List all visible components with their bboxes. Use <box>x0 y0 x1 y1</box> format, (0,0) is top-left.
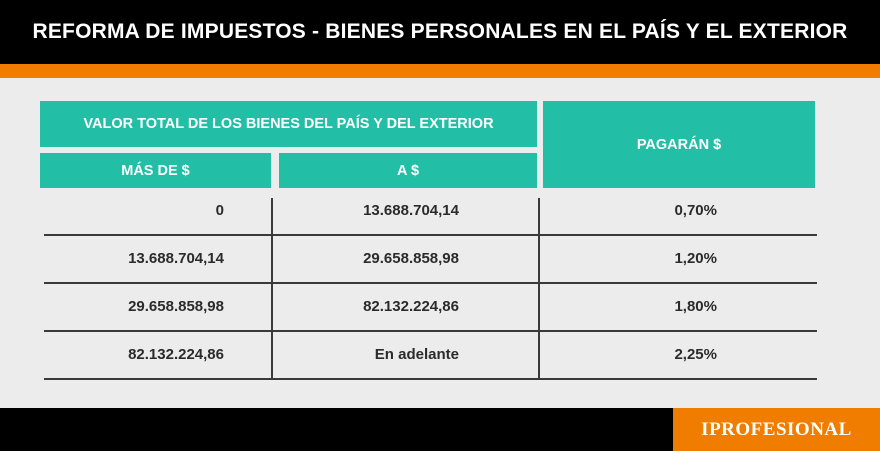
page-title: REFORMA DE IMPUESTOS - BIENES PERSONALES… <box>32 20 848 43</box>
cell-mas-de: 13.688.704,14 <box>128 250 224 267</box>
brand-logo-text: IPROFESIONAL <box>701 418 852 440</box>
cell-a: En adelante <box>374 346 459 363</box>
brand-logo: IPROFESIONAL <box>673 408 880 451</box>
cell-pagaran: 0,70% <box>674 202 717 219</box>
cell-a: 29.658.858,98 <box>363 250 459 267</box>
column-header-a: A $ <box>279 153 537 188</box>
column-divider-1 <box>271 198 273 380</box>
cell-mas-de: 82.132.224,86 <box>128 346 224 363</box>
table-row: 13.688.704,14 29.658.858,98 1,20% <box>44 236 817 284</box>
orange-divider <box>0 64 880 78</box>
column-header-a-label: A $ <box>396 162 420 179</box>
cell-mas-de: 29.658.858,98 <box>128 298 224 315</box>
cell-pagaran: 1,20% <box>674 250 717 267</box>
group-header-label: VALOR TOTAL DE LOS BIENES DEL PAÍS Y DEL… <box>83 116 494 132</box>
cell-mas-de: 0 <box>215 202 224 219</box>
column-header-pagaran: PAGARÁN $ <box>543 101 815 188</box>
column-header-pagaran-label: PAGARÁN $ <box>636 136 722 153</box>
cell-pagaran: 2,25% <box>674 346 717 363</box>
cell-a: 13.688.704,14 <box>363 202 459 219</box>
table-row: 29.658.858,98 82.132.224,86 1,80% <box>44 284 817 332</box>
group-header: VALOR TOTAL DE LOS BIENES DEL PAÍS Y DEL… <box>40 101 537 147</box>
cell-a: 82.132.224,86 <box>363 298 459 315</box>
column-divider-2 <box>538 198 540 380</box>
table-row: 0 13.688.704,14 0,70% <box>44 188 817 236</box>
column-header-mas-de-label: MÁS DE $ <box>121 162 190 179</box>
column-header-mas-de: MÁS DE $ <box>40 153 271 188</box>
cell-pagaran: 1,80% <box>674 298 717 315</box>
page-header: REFORMA DE IMPUESTOS - BIENES PERSONALES… <box>0 0 880 64</box>
table-row: 82.132.224,86 En adelante 2,25% <box>44 332 817 380</box>
page-footer: IPROFESIONAL <box>0 408 880 451</box>
